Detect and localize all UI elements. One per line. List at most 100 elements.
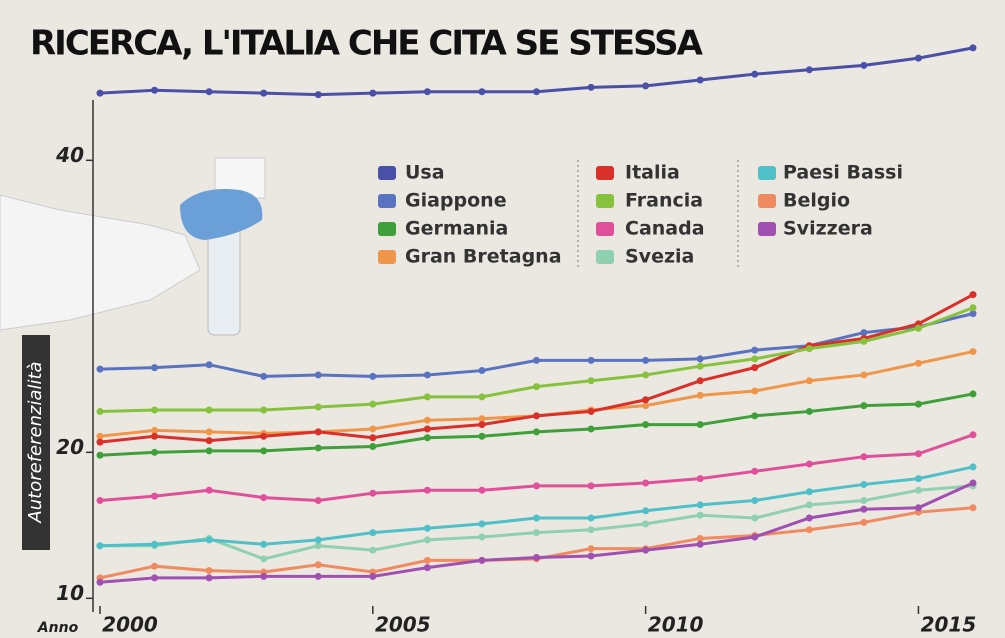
data-point bbox=[369, 443, 376, 450]
y-tick-label: 20 bbox=[56, 435, 84, 459]
data-point bbox=[315, 91, 322, 98]
data-point bbox=[369, 490, 376, 497]
data-point bbox=[751, 364, 758, 371]
legend-label: Svizzera bbox=[783, 218, 873, 240]
data-point bbox=[915, 487, 922, 494]
data-point bbox=[697, 512, 704, 519]
data-point bbox=[588, 425, 595, 432]
data-point bbox=[369, 529, 376, 536]
bottle bbox=[208, 225, 240, 335]
data-point bbox=[315, 497, 322, 504]
data-point bbox=[806, 66, 813, 73]
data-point bbox=[806, 515, 813, 522]
data-point bbox=[697, 501, 704, 508]
data-point bbox=[97, 497, 104, 504]
data-point bbox=[151, 364, 158, 371]
data-point bbox=[315, 371, 322, 378]
data-point bbox=[697, 392, 704, 399]
legend-label: Svezia bbox=[625, 246, 694, 268]
legend-label: Usa bbox=[405, 162, 445, 184]
data-point bbox=[424, 434, 431, 441]
data-point bbox=[860, 519, 867, 526]
data-point bbox=[915, 325, 922, 332]
data-point bbox=[151, 493, 158, 500]
data-point bbox=[588, 84, 595, 91]
data-point bbox=[206, 88, 213, 95]
data-point bbox=[206, 567, 213, 574]
legend-marker bbox=[378, 166, 396, 180]
data-point bbox=[533, 88, 540, 95]
data-point bbox=[260, 555, 267, 562]
data-point bbox=[478, 534, 485, 541]
data-point bbox=[151, 574, 158, 581]
data-point bbox=[970, 463, 977, 470]
data-point bbox=[97, 452, 104, 459]
data-point bbox=[860, 497, 867, 504]
legend-label: Gran Bretagna bbox=[405, 246, 562, 268]
data-point bbox=[915, 504, 922, 511]
data-point bbox=[588, 515, 595, 522]
data-point bbox=[915, 450, 922, 457]
data-point bbox=[206, 406, 213, 413]
data-point bbox=[806, 345, 813, 352]
data-point bbox=[970, 479, 977, 486]
data-point bbox=[642, 396, 649, 403]
data-point bbox=[478, 88, 485, 95]
legend-marker bbox=[758, 222, 776, 236]
data-point bbox=[424, 487, 431, 494]
data-point bbox=[424, 393, 431, 400]
data-point bbox=[315, 428, 322, 435]
legend-marker bbox=[378, 222, 396, 236]
data-point bbox=[860, 371, 867, 378]
data-point bbox=[970, 304, 977, 311]
background bbox=[0, 0, 1005, 638]
data-point bbox=[97, 408, 104, 415]
data-point bbox=[478, 487, 485, 494]
legend-marker bbox=[596, 194, 614, 208]
data-point bbox=[970, 504, 977, 511]
data-point bbox=[806, 488, 813, 495]
data-point bbox=[806, 461, 813, 468]
data-point bbox=[642, 520, 649, 527]
data-point bbox=[751, 515, 758, 522]
data-point bbox=[697, 77, 704, 84]
data-point bbox=[751, 468, 758, 475]
data-point bbox=[751, 497, 758, 504]
data-point bbox=[424, 417, 431, 424]
data-point bbox=[315, 573, 322, 580]
data-point bbox=[533, 515, 540, 522]
data-point bbox=[697, 475, 704, 482]
legend-label: Italia bbox=[625, 162, 680, 184]
legend-marker bbox=[378, 194, 396, 208]
data-point bbox=[206, 574, 213, 581]
data-point bbox=[260, 90, 267, 97]
data-point bbox=[533, 529, 540, 536]
data-point bbox=[424, 425, 431, 432]
data-point bbox=[806, 377, 813, 384]
data-point bbox=[206, 487, 213, 494]
data-point bbox=[915, 360, 922, 367]
data-point bbox=[424, 371, 431, 378]
legend-marker bbox=[758, 166, 776, 180]
data-point bbox=[588, 377, 595, 384]
data-point bbox=[697, 377, 704, 384]
data-point bbox=[533, 482, 540, 489]
data-point bbox=[642, 547, 649, 554]
data-point bbox=[751, 412, 758, 419]
data-point bbox=[588, 482, 595, 489]
data-point bbox=[860, 338, 867, 345]
data-point bbox=[588, 545, 595, 552]
x-axis-label: Anno bbox=[37, 620, 79, 636]
data-point bbox=[206, 428, 213, 435]
data-point bbox=[151, 433, 158, 440]
data-point bbox=[206, 536, 213, 543]
data-point bbox=[970, 431, 977, 438]
legend-label: Belgio bbox=[783, 190, 850, 212]
data-point bbox=[806, 408, 813, 415]
data-point bbox=[751, 388, 758, 395]
data-point bbox=[369, 90, 376, 97]
data-point bbox=[97, 579, 104, 586]
data-point bbox=[915, 475, 922, 482]
data-point bbox=[697, 421, 704, 428]
data-point bbox=[915, 55, 922, 62]
